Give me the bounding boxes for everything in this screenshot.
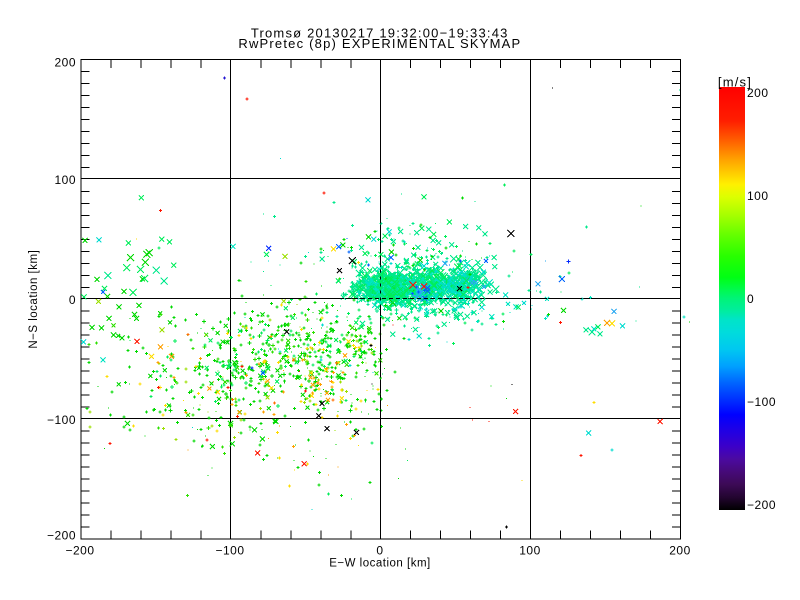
svg-text:−100: −100: [747, 395, 776, 409]
svg-text:200: 200: [54, 56, 76, 70]
svg-text:−200: −200: [747, 498, 776, 512]
svg-text:100: 100: [519, 544, 541, 558]
svg-text:RwPretec (8p) EXPERIMENTAL SKY: RwPretec (8p) EXPERIMENTAL SKYMAP: [238, 36, 521, 51]
svg-text:−100: −100: [47, 413, 76, 427]
svg-text:Tromsø 20130217 19:32:00−19:33: Tromsø 20130217 19:32:00−19:33:43: [251, 26, 509, 41]
svg-text:100: 100: [54, 173, 76, 187]
svg-text:[m/s]: [m/s]: [718, 75, 752, 90]
svg-text:100: 100: [747, 189, 769, 203]
svg-text:N−S location [km]: N−S location [km]: [28, 250, 40, 349]
svg-text:E−W location [km]: E−W location [km]: [329, 558, 431, 570]
svg-text:0: 0: [747, 292, 754, 306]
svg-text:0: 0: [376, 544, 383, 558]
svg-text:0: 0: [69, 293, 76, 307]
svg-text:−100: −100: [215, 544, 244, 558]
svg-text:−200: −200: [65, 544, 94, 558]
svg-text:200: 200: [669, 544, 691, 558]
svg-text:200: 200: [747, 86, 769, 100]
svg-text:−200: −200: [47, 529, 76, 543]
